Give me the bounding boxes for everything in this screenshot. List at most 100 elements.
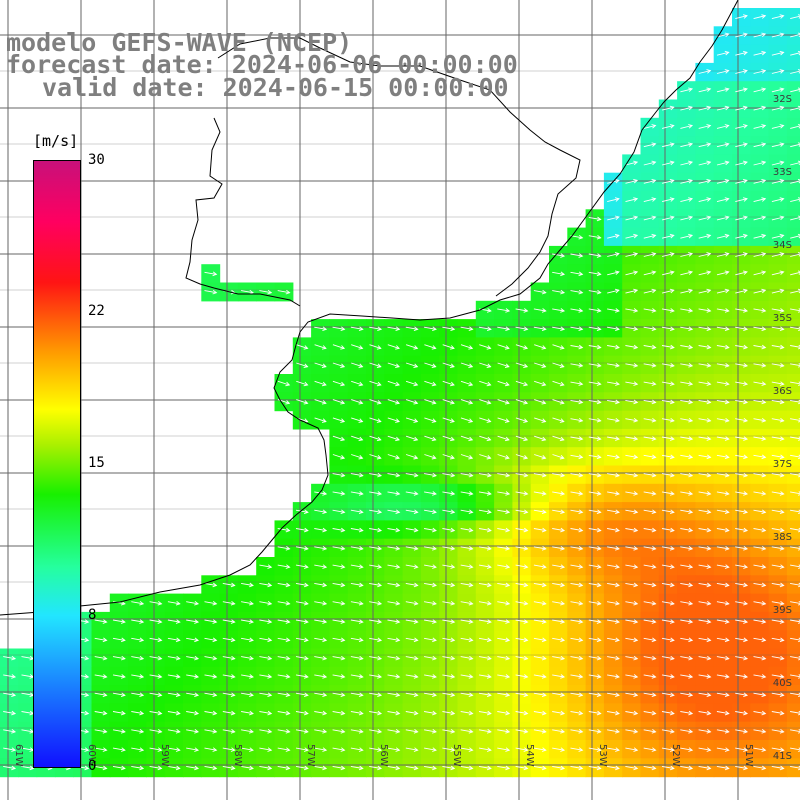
wind-arrow: [552, 527, 566, 533]
wind-arrow: [625, 436, 639, 441]
wind-arrow: [552, 674, 566, 679]
wind-arrow: [680, 308, 694, 313]
wind-arrow: [753, 600, 767, 606]
wind-arrow: [753, 692, 767, 698]
wind-arrow: [588, 326, 602, 332]
wind-arrow: [680, 233, 694, 239]
wind-arrow: [350, 692, 364, 698]
wind-arrow: [350, 564, 364, 569]
wind-arrow: [533, 546, 547, 551]
wind-arrow: [771, 600, 785, 606]
wind-arrow: [369, 674, 383, 679]
wind-arrow: [460, 582, 474, 588]
wind-arrow: [607, 600, 620, 606]
wind-arrow: [771, 197, 785, 203]
wind-arrow: [149, 637, 163, 643]
wind-arrow: [295, 527, 309, 533]
wind-arrow: [698, 233, 712, 239]
wind-arrow: [716, 564, 730, 569]
wind-arrow: [661, 270, 675, 276]
wind-arrow: [607, 674, 620, 679]
wind-arrow: [424, 417, 437, 423]
wind-arrow: [277, 655, 291, 661]
wind-arrow: [533, 674, 547, 679]
wind-arrow: [296, 399, 309, 405]
wind-arrow: [515, 710, 529, 716]
wind-arrow: [680, 674, 694, 679]
wind-arrow: [149, 619, 163, 624]
wind-arrow: [588, 710, 602, 716]
wind-arrow: [533, 582, 547, 588]
wind-arrow: [552, 271, 566, 277]
wind-arrow: [625, 381, 639, 386]
wind-arrow: [680, 564, 694, 569]
wind-arrow: [387, 362, 400, 368]
wind-arrow: [295, 564, 309, 569]
wind-arrow: [478, 637, 492, 643]
wind-cell: [786, 502, 800, 521]
lat-label: 36S: [773, 386, 792, 397]
wind-arrow: [570, 655, 584, 661]
wind-arrow: [314, 655, 328, 661]
wind-arrow: [735, 32, 748, 38]
wind-arrow: [753, 436, 767, 441]
wind-arrow: [534, 362, 547, 368]
wind-arrow: [149, 674, 163, 679]
wind-arrow: [460, 600, 474, 606]
wind-arrow: [716, 546, 730, 551]
wind-arrow: [661, 491, 675, 496]
wind-arrow: [424, 362, 437, 368]
wind-arrow: [424, 564, 437, 569]
wind-arrow: [625, 417, 639, 423]
wind-arrow: [387, 344, 400, 350]
wind-arrow: [332, 362, 346, 368]
wind-arrow: [332, 600, 346, 606]
wind-arrow: [771, 344, 785, 350]
wind-arrow: [222, 729, 236, 734]
wind-arrow: [515, 527, 529, 533]
wind-arrow: [680, 509, 694, 515]
wind-arrow: [497, 692, 511, 698]
wind-arrow: [241, 710, 254, 716]
wind-arrow: [643, 619, 657, 624]
wind-arrow: [716, 619, 730, 624]
wind-arrow: [643, 178, 657, 184]
wind-arrow: [277, 600, 291, 606]
wind-arrow: [112, 655, 126, 661]
wind-arrow: [753, 582, 767, 588]
wind-arrow: [680, 124, 694, 129]
wind-arrow: [350, 655, 364, 661]
wind-arrow: [332, 564, 346, 569]
wind-arrow: [570, 692, 584, 698]
wind-arrow: [369, 600, 383, 606]
wind-arrow: [771, 655, 785, 661]
wind-arrow: [387, 380, 400, 387]
wind-arrow: [716, 32, 730, 38]
wind-arrow: [387, 619, 401, 624]
wind-arrow: [643, 252, 657, 257]
wind-arrow: [222, 710, 236, 716]
colorbar-tick-22: 22: [88, 303, 105, 319]
wind-arrow: [680, 454, 694, 460]
wind-arrow: [643, 472, 657, 478]
wind-arrow: [295, 582, 309, 588]
wind-arrow: [661, 527, 675, 533]
wind-arrow: [149, 600, 163, 606]
wind-arrow: [625, 710, 639, 716]
wind-arrow: [350, 729, 364, 734]
wind-arrow: [387, 692, 401, 698]
wind-arrow: [716, 472, 730, 478]
wind-arrow: [680, 215, 694, 221]
wind-arrow: [698, 509, 712, 515]
wind-arrow: [607, 637, 620, 643]
wind-arrow: [405, 344, 419, 350]
wind-arrow: [771, 14, 785, 20]
wind-arrow: [295, 619, 309, 624]
wind-arrow: [570, 472, 584, 478]
wind-arrow: [515, 362, 529, 368]
wind-arrow: [167, 619, 181, 624]
wind-arrow: [424, 491, 437, 496]
wind-arrow: [222, 637, 236, 643]
wind-arrow: [351, 380, 364, 387]
wind-arrow: [497, 509, 511, 515]
